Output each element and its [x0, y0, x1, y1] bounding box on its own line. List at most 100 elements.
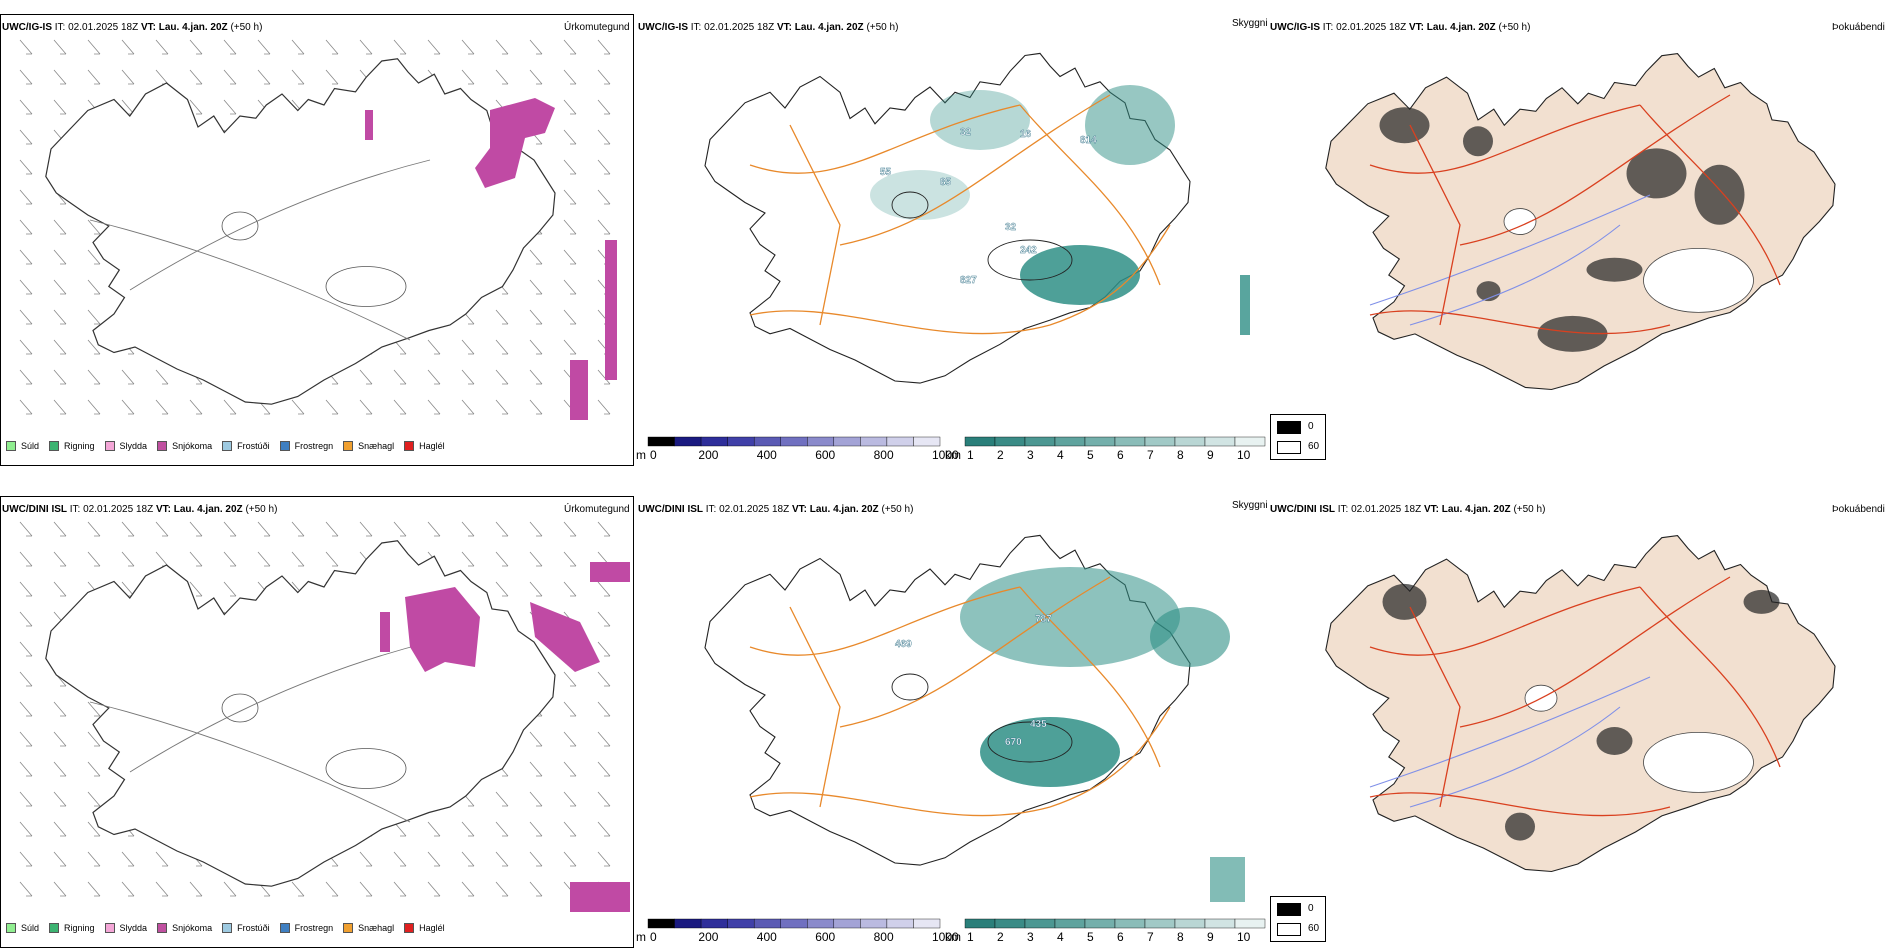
visibility-area [1020, 245, 1140, 305]
wind-barb [495, 551, 509, 567]
visibility-tick-label: 3 [1027, 448, 1034, 462]
height-tick-label: 800 [874, 930, 894, 944]
wind-barb [495, 39, 509, 55]
wind-barb [529, 821, 543, 837]
wind-barb [223, 551, 237, 567]
wind-barb [87, 731, 101, 747]
wind-barb [427, 369, 441, 385]
height-tick-label: 600 [815, 930, 835, 944]
legend-swatch [343, 441, 354, 451]
road-line [1639, 586, 1781, 768]
visibility-area [1085, 85, 1175, 165]
height-tick-label: 1000 [932, 930, 959, 944]
visibility-tick-label: 5 [1087, 448, 1094, 462]
legend-label: Súld [21, 923, 40, 933]
fog-black-swatch [1277, 421, 1301, 434]
legend-swatch [157, 441, 168, 451]
wind-barb [529, 69, 543, 85]
wind-barb [529, 791, 543, 807]
iceland-outline [45, 540, 556, 887]
wind-barb [121, 551, 135, 567]
wind-barb [53, 39, 67, 55]
legend-item: Rigning [49, 923, 95, 933]
wind-barb [53, 551, 67, 567]
wind-barb [495, 521, 509, 537]
fog-dark-area [1694, 164, 1745, 225]
wind-barb [325, 39, 339, 55]
road-line [1459, 94, 1731, 246]
wind-barb [597, 521, 611, 537]
wind-barb [393, 399, 407, 415]
road-line [839, 576, 1111, 728]
wind-barb [53, 701, 67, 717]
height-tick-label: 0 [650, 448, 657, 462]
row1-visibility-title: UWC/IG-IS IT: 02.01.2025 18Z VT: Lau. 4.… [638, 22, 899, 33]
wind-barb [19, 611, 33, 627]
legend-item: Frostúði [222, 923, 270, 933]
visibility-colorbar-cell [1174, 436, 1206, 447]
legend-swatch [6, 923, 16, 933]
road-line [89, 701, 411, 823]
wind-barb [427, 821, 441, 837]
visibility-tick-label: 10 [1237, 448, 1251, 462]
legend-label: Rigning [64, 923, 95, 933]
wind-barb [19, 69, 33, 85]
wind-barb [19, 521, 33, 537]
road-line [1459, 576, 1731, 728]
wind-barb [461, 369, 475, 385]
wind-barb [563, 551, 577, 567]
fog-white-label: 60 [1308, 923, 1320, 934]
wind-barb [121, 369, 135, 385]
visibility-colorbar-cell [1084, 436, 1116, 447]
visibility-map: 787 469 435 670 [704, 534, 1245, 902]
river-line [1369, 194, 1651, 306]
legend-item: Slydda [104, 441, 147, 451]
legend-item: Haglél [404, 441, 445, 451]
visibility-colorbar-cell [1144, 918, 1176, 929]
wind-barb [19, 309, 33, 325]
wind-barb [53, 881, 67, 897]
wind-barb [291, 399, 305, 415]
wind-barb [223, 521, 237, 537]
wind-barb [597, 671, 611, 687]
wind-barb [529, 761, 543, 777]
legend-label: Snjókoma [172, 441, 213, 451]
row2-visibility-title: UWC/DINI ISL IT: 02.01.2025 18Z VT: Lau.… [638, 504, 914, 515]
wind-barb [495, 881, 509, 897]
height-tick-label: 600 [815, 448, 835, 462]
glacier-outline [325, 748, 407, 789]
wind-barb [563, 671, 577, 687]
visibility-map: 32 16 814 55 85 32 242 827 [704, 52, 1250, 384]
height-colorbar-cell [913, 436, 941, 447]
wind-barb [427, 399, 441, 415]
height-colorbar-cell [700, 918, 728, 929]
height-unit-label: m [636, 930, 646, 944]
map-frame [0, 14, 634, 466]
fog-white-swatch [1277, 923, 1301, 936]
visibility-colorbar-cell [964, 918, 996, 929]
wind-barb [427, 339, 441, 355]
legend-swatch [157, 923, 168, 933]
wind-barb [155, 851, 169, 867]
visibility-tick-label: 1 [967, 930, 974, 944]
legend-item: Snæhagl [343, 923, 394, 933]
legend-label: Haglél [419, 923, 445, 933]
wind-barb [53, 791, 67, 807]
wind-barb [563, 701, 577, 717]
visibility-area [1240, 275, 1250, 335]
road-line [839, 94, 1111, 246]
height-tick-label: 0 [650, 930, 657, 944]
visibility-value-label: 814 [1080, 135, 1097, 146]
wind-barb [563, 129, 577, 145]
wind-barb [87, 69, 101, 85]
legend-swatch [104, 441, 115, 451]
wind-barb [325, 399, 339, 415]
road-line [1409, 606, 1461, 808]
wind-barb [597, 159, 611, 175]
height-colorbar-cell [753, 918, 781, 929]
wind-barb [19, 701, 33, 717]
visibility-colorbar-cell [1174, 918, 1206, 929]
height-colorbar-cell [780, 436, 808, 447]
legend-label: Rigning [64, 441, 95, 451]
wind-barb [53, 339, 67, 355]
